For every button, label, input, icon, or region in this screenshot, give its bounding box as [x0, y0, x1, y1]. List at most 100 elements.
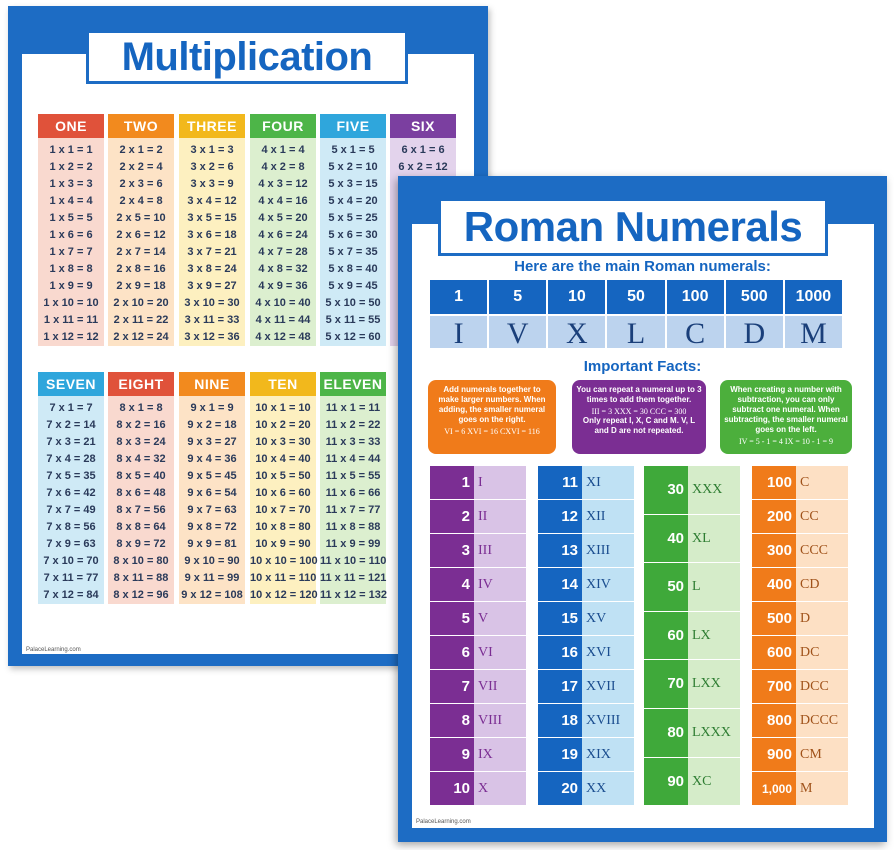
- times-table-header: FOUR: [250, 114, 316, 138]
- times-table-row: 9 x 6 = 54: [187, 487, 237, 499]
- times-table-row: 9 x 11 = 99: [184, 572, 240, 584]
- times-table-three: THREE 3 x 1 = 3 3 x 2 = 6 3 x 3 = 9 3 x 4 = …: [179, 114, 245, 346]
- times-table-row: 1 x 9 = 9: [49, 280, 93, 292]
- times-table-row: 4 x 12 = 48: [255, 331, 311, 343]
- roman-row: 6 VI: [430, 636, 526, 670]
- roman-numeral: L: [688, 563, 740, 611]
- roman-numeral: CM: [796, 738, 848, 771]
- roman-numeral: VII: [474, 670, 526, 703]
- times-table-row: 10 x 11 = 110: [250, 572, 317, 584]
- arabic-number: 2: [430, 500, 474, 533]
- roman-numeral: XI: [582, 466, 634, 499]
- roman-column-1: 1 I 2 II 3 III 4 IV 5 V 6 VI 7 VII 8 VIII 9 IX 10 X: [430, 466, 526, 806]
- arabic-number: 10: [430, 772, 474, 805]
- times-table-row: 4 x 10 = 40: [255, 297, 311, 309]
- main-numbers-row: 1 5 10 50 100 500 1000: [430, 280, 844, 314]
- times-table-row: 3 x 4 = 12: [187, 195, 237, 207]
- times-table-row: 10 x 7 = 70: [255, 504, 311, 516]
- times-table-row: 2 x 12 = 24: [113, 331, 169, 343]
- times-table-row: 10 x 5 = 50: [255, 470, 311, 482]
- fact-text: Add numerals together to make larger num…: [438, 385, 546, 424]
- times-table-row: 8 x 7 = 56: [116, 504, 166, 516]
- main-numeral-cell: L: [607, 314, 667, 350]
- times-table-row: 1 x 4 = 4: [49, 195, 93, 207]
- times-table-eight: EIGHT 8 x 1 = 8 8 x 2 = 16 8 x 3 = 24 8 x 4 …: [108, 372, 174, 604]
- roman-row: 1,000 M: [752, 772, 848, 806]
- times-table-row: 2 x 4 = 8: [119, 195, 163, 207]
- times-table-row: 4 x 3 = 12: [258, 178, 308, 190]
- roman-numeral: V: [474, 602, 526, 635]
- times-table-row: 8 x 11 = 88: [113, 572, 169, 584]
- roman-row: 12 XII: [538, 500, 634, 534]
- times-table-row: 8 x 3 = 24: [116, 436, 166, 448]
- times-table-row: 3 x 11 = 33: [184, 314, 240, 326]
- times-table-row: 3 x 3 = 9: [190, 178, 234, 190]
- multiplication-title: Multiplication: [86, 30, 408, 84]
- times-table-row: 7 x 3 = 21: [46, 436, 96, 448]
- roman-numeral: D: [796, 602, 848, 635]
- times-table-row: 1 x 7 = 7: [49, 246, 93, 258]
- times-table-row: 2 x 2 = 4: [119, 161, 163, 173]
- times-table-header: NINE: [179, 372, 245, 396]
- times-table-row: 5 x 9 = 45: [328, 280, 378, 292]
- times-table-row: 10 x 10 = 100: [250, 555, 318, 567]
- arabic-number: 700: [752, 670, 796, 703]
- times-table-row: 7 x 6 = 42: [46, 487, 96, 499]
- times-table-row: 10 x 12 = 120: [250, 589, 318, 601]
- main-numeral-cell: M: [784, 314, 844, 350]
- times-table-row: 11 x 11 = 121: [320, 572, 387, 584]
- times-table-row: 9 x 8 = 72: [187, 521, 237, 533]
- times-table-row: 3 x 12 = 36: [184, 331, 240, 343]
- fact-note: Only repeat I, X, C and M. V, L and D ar…: [582, 416, 696, 435]
- arabic-number: 9: [430, 738, 474, 771]
- roman-numeral: C: [796, 466, 848, 499]
- times-table-row: 7 x 5 = 35: [46, 470, 96, 482]
- times-table-header: THREE: [179, 114, 245, 138]
- times-table-row: 7 x 1 = 7: [49, 402, 93, 414]
- arabic-number: 600: [752, 636, 796, 669]
- times-table-row: 4 x 11 = 44: [255, 314, 311, 326]
- times-table-body: 5 x 1 = 5 5 x 2 = 10 5 x 3 = 15 5 x 4 = 20 5…: [320, 138, 386, 346]
- times-table-row: 5 x 4 = 20: [328, 195, 378, 207]
- roman-row: 10 X: [430, 772, 526, 806]
- arabic-number: 50: [644, 563, 688, 611]
- times-table-body: 11 x 1 = 11 11 x 2 = 22 11 x 3 = 33 11 x 4 …: [320, 396, 387, 604]
- times-table-row: 8 x 8 = 64: [116, 521, 166, 533]
- main-numeral-cell: V: [489, 314, 549, 350]
- times-table-row: 9 x 5 = 45: [187, 470, 237, 482]
- times-table-row: 11 x 1 = 11: [325, 402, 381, 414]
- roman-row: 30 XXX: [644, 466, 740, 515]
- times-table-row: 5 x 11 = 55: [325, 314, 381, 326]
- times-table-row: 2 x 7 = 14: [116, 246, 166, 258]
- fact-card-repeating: You can repeat a numeral up to 3 times t…: [572, 380, 706, 454]
- times-table-body: 3 x 1 = 3 3 x 2 = 6 3 x 3 = 9 3 x 4 = 12 3 x…: [179, 138, 245, 346]
- roman-numeral: VI: [474, 636, 526, 669]
- roman-row: 16 XVI: [538, 636, 634, 670]
- times-table-row: 3 x 8 = 24: [187, 263, 237, 275]
- times-table-row: 4 x 6 = 24: [258, 229, 308, 241]
- roman-row: 19 XIX: [538, 738, 634, 772]
- fact-card-adding: Add numerals together to make larger num…: [428, 380, 556, 454]
- times-table-row: 9 x 3 = 27: [187, 436, 237, 448]
- times-table-row: 1 x 12 = 12: [43, 331, 99, 343]
- times-table-row: 1 x 2 = 2: [49, 161, 93, 173]
- arabic-number: 1: [430, 466, 474, 499]
- arabic-number: 80: [644, 708, 688, 757]
- arabic-number: 900: [752, 738, 796, 771]
- roman-numeral: IV: [474, 568, 526, 601]
- roman-numeral: II: [474, 500, 526, 533]
- times-table-row: 9 x 9 = 81: [187, 538, 237, 550]
- times-table-row: 8 x 5 = 40: [116, 470, 166, 482]
- arabic-number: 1,000: [752, 772, 796, 805]
- times-table-row: 4 x 5 = 20: [258, 212, 308, 224]
- roman-row: 15 XV: [538, 602, 634, 636]
- times-table-row: 7 x 8 = 56: [46, 521, 96, 533]
- times-table-row: 3 x 1 = 3: [190, 144, 234, 156]
- times-table-row: 10 x 6 = 60: [255, 487, 311, 499]
- times-table-header: SIX: [390, 114, 456, 138]
- times-table-eleven: ELEVEN 11 x 1 = 11 11 x 2 = 22 11 x 3 = 33 1…: [320, 372, 387, 604]
- arabic-number: 16: [538, 636, 582, 669]
